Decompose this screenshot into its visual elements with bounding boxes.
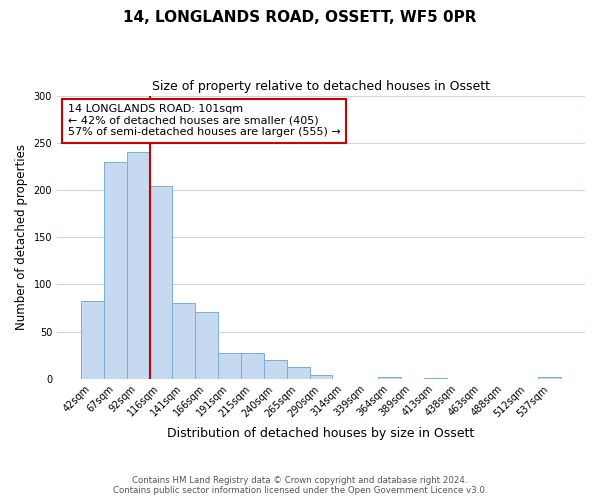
Bar [218,354,241,379]
Title: Size of property relative to detached houses in Ossett: Size of property relative to detached ho… [152,80,490,93]
Bar [424,378,447,379]
Text: 14, LONGLANDS ROAD, OSSETT, WF5 0PR: 14, LONGLANDS ROAD, OSSETT, WF5 0PR [123,10,477,25]
Y-axis label: Number of detached properties: Number of detached properties [15,144,28,330]
Bar [149,186,172,379]
Bar [264,360,287,379]
Bar [81,300,104,379]
Bar [196,312,218,379]
Bar [241,354,264,379]
Bar [127,152,149,379]
X-axis label: Distribution of detached houses by size in Ossett: Distribution of detached houses by size … [167,427,475,440]
Bar [287,366,310,379]
Text: Contains HM Land Registry data © Crown copyright and database right 2024.
Contai: Contains HM Land Registry data © Crown c… [113,476,487,495]
Bar [310,375,332,379]
Bar [538,377,561,379]
Bar [172,304,196,379]
Text: 14 LONGLANDS ROAD: 101sqm
← 42% of detached houses are smaller (405)
57% of semi: 14 LONGLANDS ROAD: 101sqm ← 42% of detac… [68,104,340,138]
Bar [378,377,401,379]
Bar [104,162,127,379]
